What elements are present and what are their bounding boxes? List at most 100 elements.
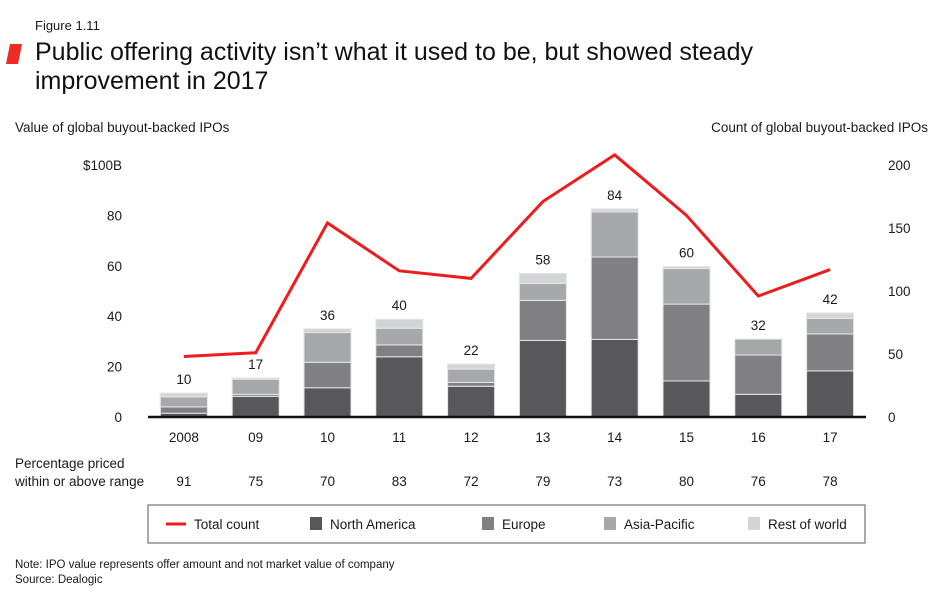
percentage-value: 76 xyxy=(751,474,766,489)
left-tick-label: 0 xyxy=(114,410,122,425)
bar-europe xyxy=(662,303,711,382)
percentage-label-line2: within or above range xyxy=(15,474,145,489)
legend-item-label: Asia-Pacific xyxy=(624,517,695,532)
legend-item-label: North America xyxy=(330,517,416,532)
percentage-value: 72 xyxy=(464,474,479,489)
bar-europe xyxy=(375,344,424,358)
bar-north-america xyxy=(447,385,496,418)
bar-asia-pacific xyxy=(375,327,424,346)
bar-total-label: 84 xyxy=(607,188,623,203)
bar-asia-pacific xyxy=(734,338,783,356)
bar-total-label: 58 xyxy=(535,252,550,267)
bar-total-label: 10 xyxy=(176,372,191,387)
x-tick-label: 13 xyxy=(535,430,550,445)
bar-north-america xyxy=(303,387,352,418)
bar-asia-pacific xyxy=(231,378,280,395)
bar-total-label: 40 xyxy=(392,298,407,313)
bar-total-label: 32 xyxy=(751,318,766,333)
bar-total-label: 22 xyxy=(464,343,479,358)
bar-asia-pacific xyxy=(159,396,208,408)
bar-europe xyxy=(590,256,639,340)
bar-total-label: 36 xyxy=(320,308,335,323)
bar-total-label: 17 xyxy=(248,357,263,372)
bar-rest-of-world xyxy=(231,377,280,380)
legend-swatch xyxy=(482,517,494,530)
bar-rest-of-world xyxy=(518,272,567,284)
x-tick-label: 16 xyxy=(751,430,766,445)
bar-north-america xyxy=(662,380,711,418)
title-accent-mark xyxy=(6,44,22,64)
legend-swatch xyxy=(604,517,616,530)
x-tick-label: 12 xyxy=(464,430,479,445)
percentage-value: 91 xyxy=(176,474,191,489)
x-tick-label: 09 xyxy=(248,430,263,445)
percentage-value: 70 xyxy=(320,474,335,489)
bar-asia-pacific xyxy=(303,332,352,363)
percentage-value: 79 xyxy=(535,474,550,489)
bar-north-america xyxy=(590,338,639,418)
percentage-label-line1: Percentage priced xyxy=(15,456,125,471)
legend-item-label: Europe xyxy=(502,517,546,532)
legend-box xyxy=(147,504,866,544)
right-tick-label: 150 xyxy=(888,221,911,236)
bar-europe xyxy=(447,381,496,387)
x-tick-label: 11 xyxy=(392,430,406,445)
right-tick-label: 200 xyxy=(888,158,911,173)
right-axis-label: Count of global buyout-backed IPOs xyxy=(711,120,928,135)
percentage-value: 80 xyxy=(679,474,694,489)
x-tick-label: 17 xyxy=(823,430,838,445)
bar-europe xyxy=(159,406,208,414)
bar-rest-of-world xyxy=(447,363,496,370)
bar-north-america xyxy=(231,395,280,418)
bar-rest-of-world xyxy=(303,328,352,334)
bar-rest-of-world xyxy=(662,266,711,270)
bar-europe xyxy=(806,333,855,372)
right-tick-label: 100 xyxy=(888,284,911,299)
bar-north-america xyxy=(375,356,424,418)
x-tick-label: 2008 xyxy=(169,430,199,445)
source: Source: Dealogic xyxy=(15,574,103,586)
bar-north-america xyxy=(518,339,567,418)
percentage-value: 78 xyxy=(823,474,838,489)
bar-rest-of-world xyxy=(590,208,639,213)
bar-total-label: 60 xyxy=(679,246,694,261)
bar-asia-pacific xyxy=(806,317,855,335)
bar-asia-pacific xyxy=(590,211,639,258)
x-tick-label: 10 xyxy=(320,430,335,445)
bar-rest-of-world xyxy=(375,318,424,329)
figure-label: Figure 1.11 xyxy=(35,18,100,33)
bar-rest-of-world xyxy=(806,312,855,319)
left-tick-label: 80 xyxy=(107,208,122,223)
percentage-value: 83 xyxy=(392,474,407,489)
legend-item-label: Rest of world xyxy=(768,517,847,532)
right-tick-label: 50 xyxy=(888,347,903,362)
bar-total-label: 42 xyxy=(823,292,838,307)
note: Note: IPO value represents offer amount … xyxy=(15,559,395,571)
left-tick-label: $100B xyxy=(83,158,122,173)
bar-north-america xyxy=(806,370,855,418)
bar-asia-pacific xyxy=(518,282,567,301)
bar-north-america xyxy=(734,393,783,418)
bar-europe xyxy=(518,299,567,341)
left-tick-label: 60 xyxy=(107,259,122,274)
bar-europe xyxy=(734,354,783,395)
chart-title: Public offering activity isn’t what it u… xyxy=(35,38,753,95)
left-tick-label: 40 xyxy=(107,309,122,324)
bar-europe xyxy=(303,361,352,389)
bar-asia-pacific xyxy=(447,368,496,383)
left-tick-label: 20 xyxy=(107,360,122,375)
x-tick-label: 15 xyxy=(679,430,694,445)
percentage-value: 75 xyxy=(248,474,263,489)
x-tick-label: 14 xyxy=(607,430,623,445)
total-count-line xyxy=(183,153,831,359)
percentage-row-label: Percentage priced within or above range xyxy=(15,455,144,491)
legend-item-label: Total count xyxy=(194,517,260,532)
legend-swatch xyxy=(310,517,322,530)
left-axis-label: Value of global buyout-backed IPOs xyxy=(15,120,230,135)
bar-asia-pacific xyxy=(662,268,711,305)
percentage-value: 73 xyxy=(607,474,622,489)
legend-swatch xyxy=(748,517,760,530)
bar-rest-of-world xyxy=(159,392,208,398)
right-tick-label: 0 xyxy=(888,410,896,425)
